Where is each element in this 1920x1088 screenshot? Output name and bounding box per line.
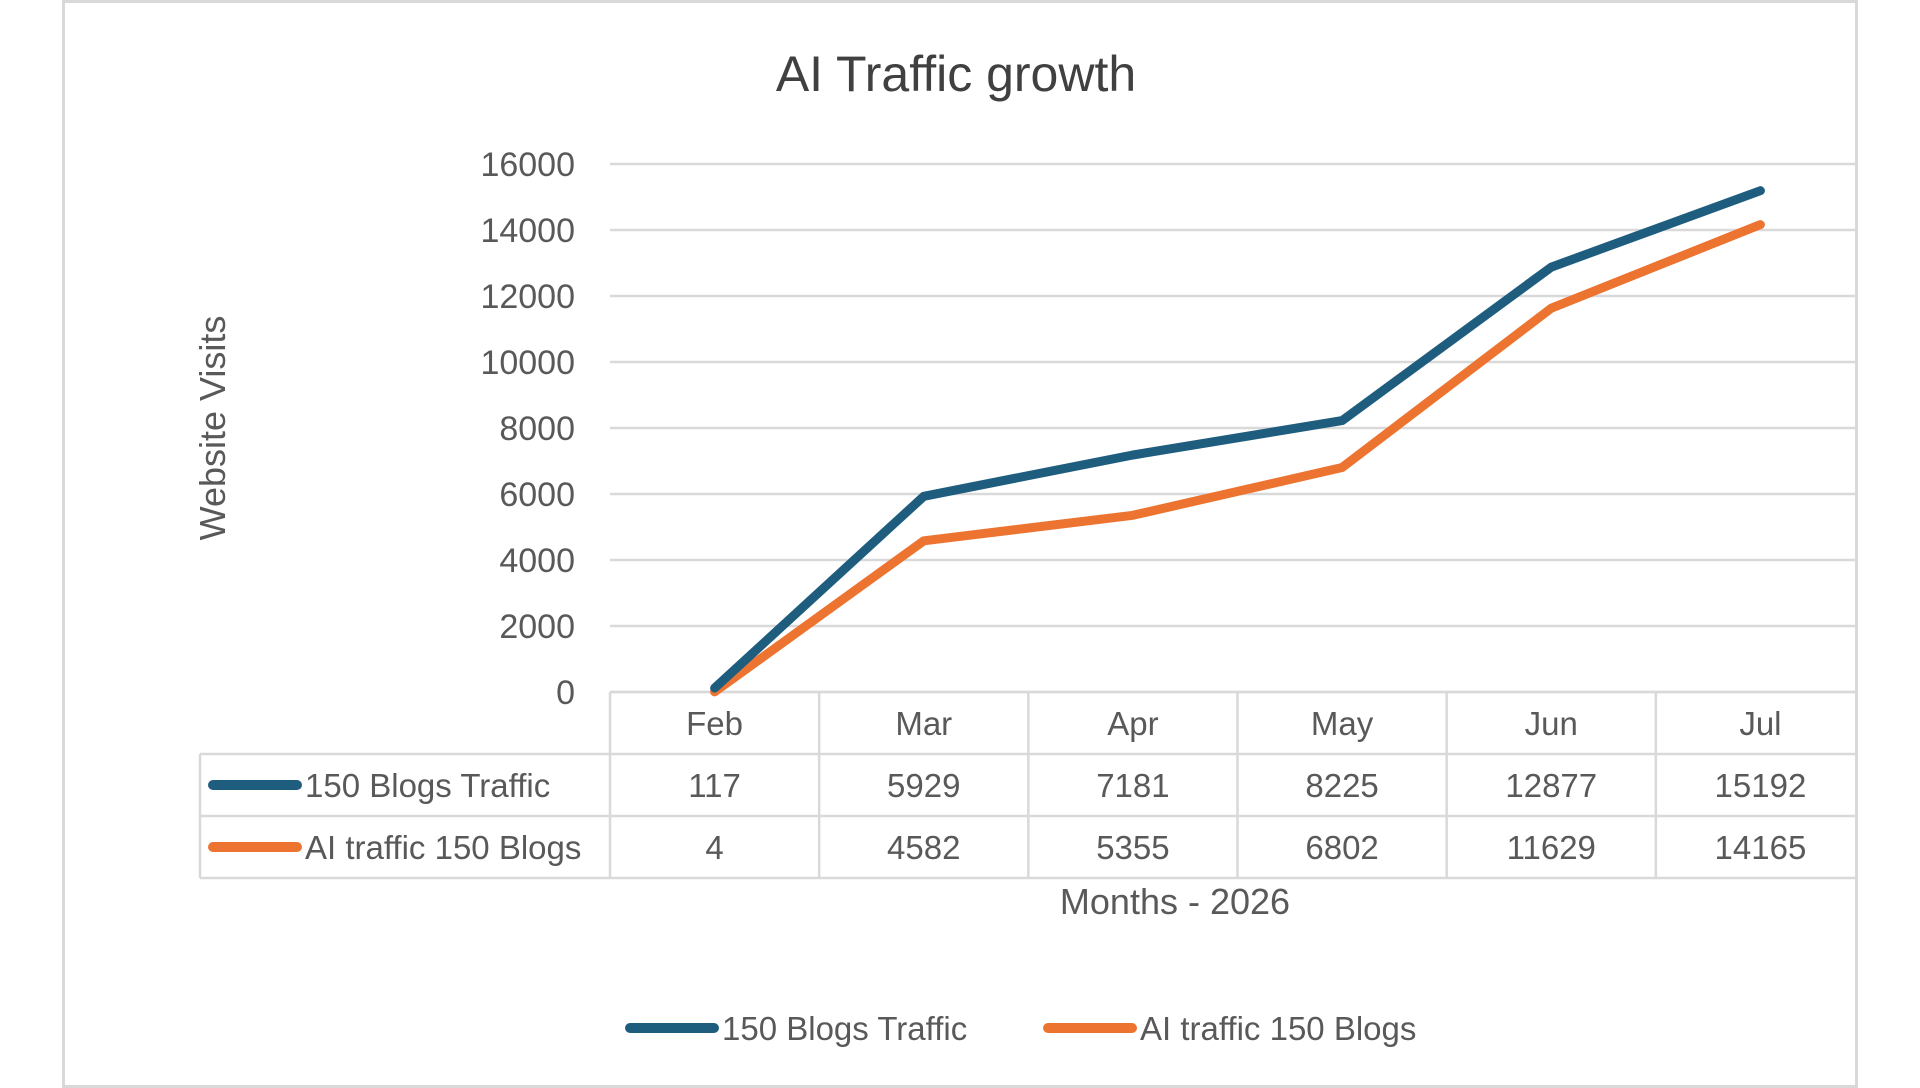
data-label: 14165 <box>1715 829 1807 866</box>
x-tick-label: Jun <box>1525 705 1578 742</box>
data-point <box>1341 466 1344 469</box>
data-point <box>922 539 925 542</box>
data-point <box>1341 419 1344 422</box>
series-line <box>710 186 1765 693</box>
data-label: 6802 <box>1305 829 1378 866</box>
series-lines <box>710 186 1765 697</box>
data-point <box>1550 307 1553 310</box>
data-label: 4 <box>705 829 723 866</box>
data-table: Feb Mar Apr May Jun Jul 150 Blogs Traffic 117 59… <box>198 690 1855 880</box>
data-point <box>1131 454 1134 457</box>
x-axis-label: Months - 2026 <box>1060 881 1290 922</box>
data-point <box>1759 223 1762 226</box>
line-chart: AI Traffic growth Website Visits 0200040… <box>192 46 1855 1047</box>
y-axis-label: Website Visits <box>192 316 233 541</box>
data-point <box>713 687 716 690</box>
legend-label: AI traffic 150 Blogs <box>1140 1010 1416 1047</box>
series-line <box>710 220 1765 697</box>
data-label: 11629 <box>1507 829 1596 866</box>
y-tick-label: 14000 <box>480 212 575 250</box>
y-tick-label: 12000 <box>480 278 575 316</box>
data-label: 117 <box>688 767 741 804</box>
y-tick-label: 10000 <box>480 344 575 382</box>
legend: 150 Blogs Traffic AI traffic 150 Blogs <box>625 1010 1416 1047</box>
y-tick-label: 8000 <box>499 410 575 448</box>
y-tick-label: 2000 <box>499 608 575 646</box>
x-tick-label: Apr <box>1107 705 1158 742</box>
data-point <box>1550 266 1553 269</box>
table-row-label: AI traffic 150 Blogs <box>305 829 581 866</box>
y-axis-ticks: 0 2000 4000 6000 8000 10000 12000 14000 16000 <box>480 146 575 712</box>
gridlines <box>610 162 1855 694</box>
table-row-label: 150 Blogs Traffic <box>305 767 550 804</box>
y-tick-label: 16000 <box>480 146 575 184</box>
x-tick-label: May <box>1311 705 1374 742</box>
data-point <box>1131 514 1134 517</box>
chart-title: AI Traffic growth <box>776 46 1136 102</box>
data-label: 5929 <box>887 767 960 804</box>
y-tick-label: 6000 <box>499 476 575 514</box>
x-tick-label: Jul <box>1739 705 1781 742</box>
data-label: 8225 <box>1305 767 1378 804</box>
data-point <box>1759 189 1762 192</box>
data-label: 7181 <box>1096 767 1169 804</box>
x-tick-label: Feb <box>686 705 743 742</box>
legend-label: 150 Blogs Traffic <box>722 1010 967 1047</box>
x-tick-label: Mar <box>895 705 952 742</box>
chart-frame: AI Traffic growth Website Visits 0 2000 40… <box>62 0 1858 1088</box>
data-label: 15192 <box>1715 767 1807 804</box>
y-tick-label: 4000 <box>499 542 575 580</box>
data-label: 12877 <box>1505 767 1597 804</box>
data-label: 4582 <box>887 829 960 866</box>
data-label: 5355 <box>1096 829 1169 866</box>
data-point <box>922 495 925 498</box>
y-tick-label: 0 <box>556 674 575 712</box>
